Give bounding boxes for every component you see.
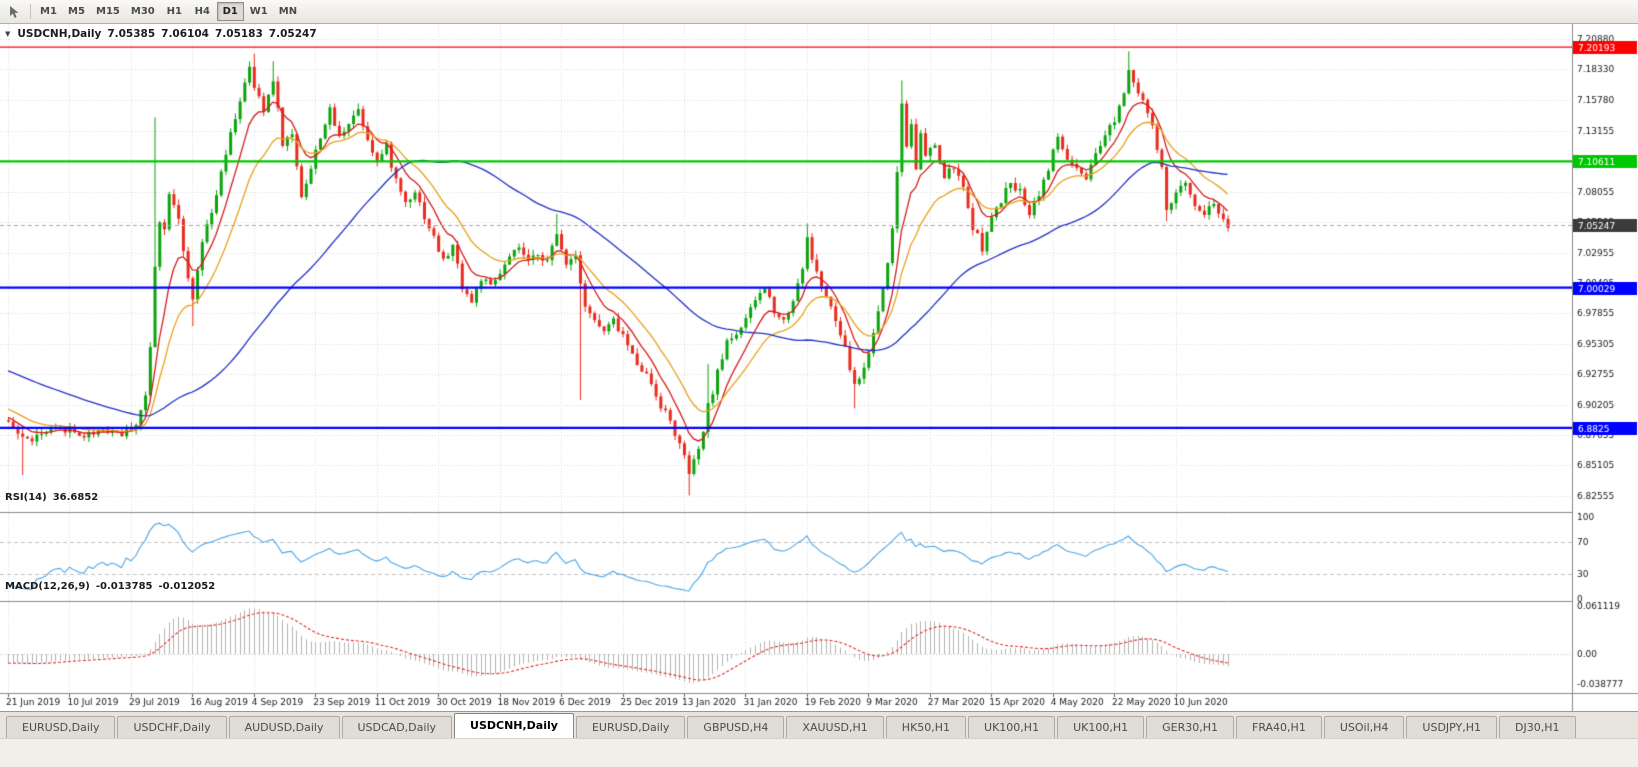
chart-canvas[interactable] <box>0 24 1638 711</box>
timeframe-mn-button[interactable]: MN <box>274 2 302 21</box>
tab-ger30-h1[interactable]: GER30,H1 <box>1146 716 1234 738</box>
tab-usoil-h4[interactable]: USOil,H4 <box>1323 716 1405 738</box>
tab-dj30-h1[interactable]: DJ30,H1 <box>1499 716 1576 738</box>
tab-usdcnh-daily[interactable]: USDCNH,Daily <box>454 713 574 738</box>
timeframe-m30-button[interactable]: M30 <box>126 2 160 21</box>
tab-usdcad-daily[interactable]: USDCAD,Daily <box>341 716 453 738</box>
timeframe-m15-button[interactable]: M15 <box>91 2 125 21</box>
tab-audusd-daily[interactable]: AUDUSD,Daily <box>228 716 340 738</box>
timeframe-h4-button[interactable]: H4 <box>189 2 216 21</box>
timeframe-m5-button[interactable]: M5 <box>63 2 90 21</box>
top-toolbar: M1 M5 M15 M30 H1 H4 D1 W1 MN <box>0 0 1638 24</box>
tab-uk100-h1[interactable]: UK100,H1 <box>1057 716 1145 738</box>
chart-window: ▼ USDCNH,Daily 7.05385 7.06104 7.05183 7… <box>0 24 1638 711</box>
tab-xauusd-h1[interactable]: XAUUSD,H1 <box>786 716 884 738</box>
tab-hk50-h1[interactable]: HK50,H1 <box>885 716 967 738</box>
pointer-tool-icon[interactable] <box>4 3 24 21</box>
status-bar <box>0 738 1638 767</box>
timeframe-h1-button[interactable]: H1 <box>161 2 188 21</box>
toolbar-separator <box>30 4 31 19</box>
tab-usdjpy-h1[interactable]: USDJPY,H1 <box>1406 716 1498 738</box>
timeframe-m1-button[interactable]: M1 <box>35 2 62 21</box>
chart-tabs: EURUSD,Daily USDCHF,Daily AUDUSD,Daily USDC… <box>0 711 1638 738</box>
tab-eurusd-daily[interactable]: EURUSD,Daily <box>575 716 686 738</box>
timeframe-d1-button[interactable]: D1 <box>216 2 244 21</box>
timeframe-w1-button[interactable]: W1 <box>245 2 273 21</box>
tab-fra40-h1[interactable]: FRA40,H1 <box>1236 716 1322 738</box>
timeframe-buttons: M1 M5 M15 M30 H1 H4 D1 W1 MN <box>35 2 302 21</box>
tab-gbpusd-h4[interactable]: GBPUSD,H4 <box>687 716 785 738</box>
tab-usdchf-daily[interactable]: USDCHF,Daily <box>117 716 227 738</box>
tab-eurusd-daily[interactable]: EURUSD,Daily <box>6 716 116 738</box>
tab-uk100-h1[interactable]: UK100,H1 <box>968 716 1056 738</box>
